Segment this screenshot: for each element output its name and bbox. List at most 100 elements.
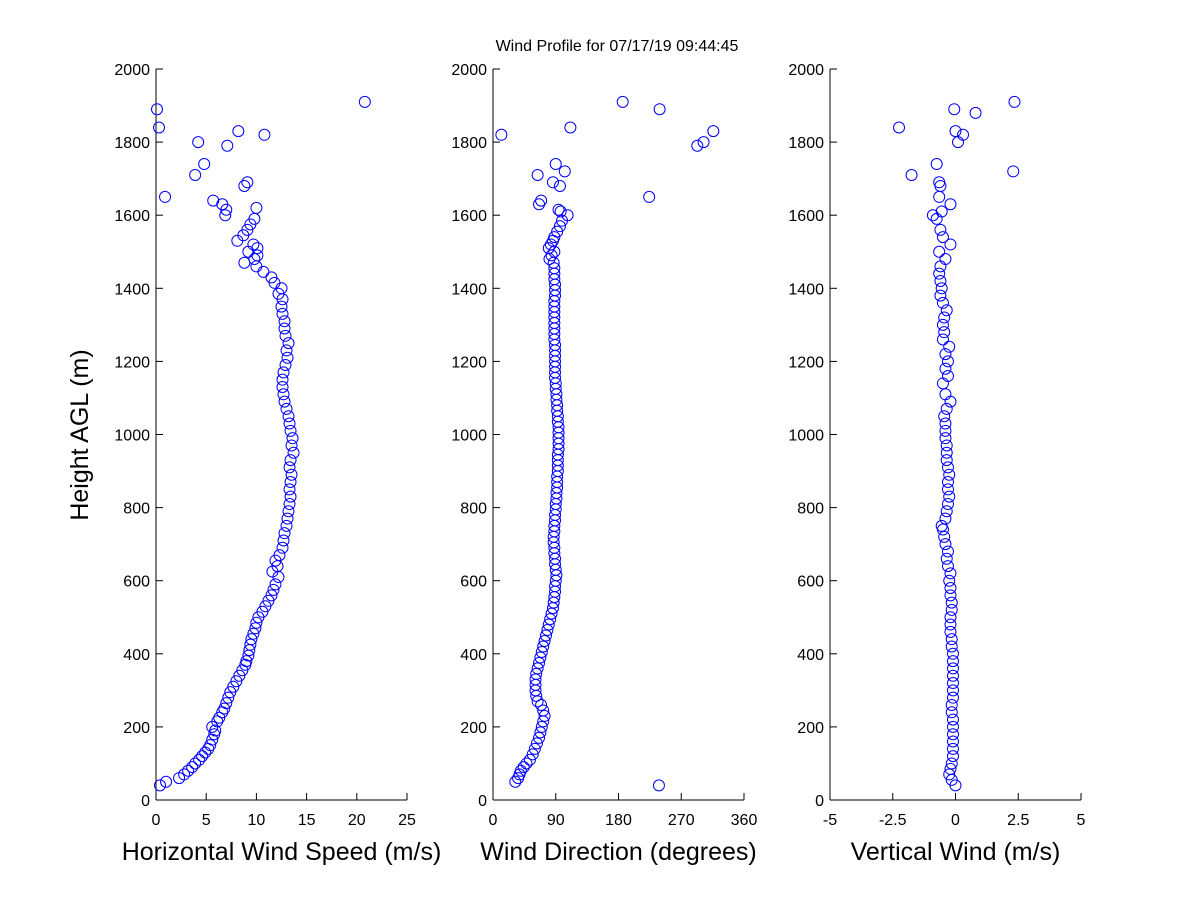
- direction-y-tick-label: 1200: [451, 354, 487, 371]
- speed-data-point: [258, 128, 271, 141]
- vertical-data-point: [933, 267, 946, 280]
- direction-y-tick-label: 1000: [451, 428, 487, 445]
- speed-data-point: [159, 190, 172, 203]
- vertical-data-point: [905, 168, 918, 181]
- speed-data-point: [256, 605, 269, 618]
- speed-data-point: [154, 779, 167, 792]
- speed-data-point: [219, 209, 232, 222]
- vertical-data-point: [926, 209, 939, 222]
- speed-data-point: [287, 446, 300, 459]
- vertical-data-point: [946, 662, 959, 675]
- direction-data-point: [537, 704, 550, 717]
- wind-direction-panel: 0 200 400 600 800 1000 1200 1400 1600 1800 2000 0 90…: [451, 62, 757, 866]
- vertical-data-point: [945, 633, 958, 646]
- speed-data-point: [286, 432, 299, 445]
- direction-data-point: [533, 731, 546, 744]
- speed-data-point: [209, 724, 222, 737]
- speed-data-point: [281, 512, 294, 525]
- speed-data-point: [279, 359, 292, 372]
- vertical-data-point: [944, 582, 957, 595]
- speed-data-point: [278, 322, 291, 335]
- vertical-data-point: [939, 417, 952, 430]
- vertical-data-point: [945, 596, 958, 609]
- vertical-y-tick-label: 1800: [788, 135, 824, 152]
- speed-data-point: [160, 775, 173, 788]
- direction-data-point: [530, 667, 543, 680]
- vertical-data-point: [946, 735, 959, 748]
- speed-y-tick-label: 1000: [114, 428, 150, 445]
- vertical-wind-panel: 0 200 400 600 800 1000 1200 1400 1600 1800 2000 -5 -…: [788, 62, 1085, 866]
- direction-data-point: [542, 242, 555, 255]
- speed-data-point: [221, 139, 234, 152]
- speed-data-point: [285, 439, 298, 452]
- vertical-data-point: [945, 757, 958, 770]
- speed-y-tick-label: 2000: [114, 62, 150, 79]
- vertical-data-point: [940, 446, 953, 459]
- speed-data-point: [251, 242, 264, 255]
- vertical-y-tick-label: 1400: [788, 281, 824, 298]
- direction-data-point: [616, 95, 629, 108]
- vertical-data-point: [943, 574, 956, 587]
- speed-data-point: [193, 753, 206, 766]
- speed-data-point: [282, 505, 295, 518]
- direction-data-point: [531, 662, 544, 675]
- horizontal-wind-speed-x-label: Horizontal Wind Speed (m/s): [122, 838, 442, 866]
- vertical-y-tick-label: 600: [797, 574, 824, 591]
- speed-data-point: [282, 410, 295, 423]
- horizontal-wind-speed-axes: 0 200 400 600 800 1000 1200 1400 1600 1800 2000 0 5 1…: [114, 62, 416, 829]
- y-axis-label: Height AGL (m): [66, 349, 94, 520]
- direction-y-tick-label: 1600: [451, 208, 487, 225]
- speed-y-tick-label: 0: [141, 793, 150, 810]
- direction-data-point: [531, 168, 544, 181]
- vertical-x-tick-label: -2.5: [879, 812, 907, 829]
- vertical-data-point: [944, 611, 957, 624]
- speed-data-point: [283, 417, 296, 430]
- vertical-data-point: [938, 410, 951, 423]
- vertical-data-point: [941, 355, 954, 368]
- vertical-data-point: [939, 388, 952, 401]
- direction-data-point: [538, 635, 551, 648]
- vertical-data-point: [933, 245, 946, 258]
- direction-y-tick-label: 200: [460, 720, 487, 737]
- vertical-data-point: [946, 713, 959, 726]
- speed-x-tick-label: 10: [248, 812, 266, 829]
- speed-data-point: [230, 675, 243, 688]
- direction-data-point: [534, 726, 547, 739]
- vertical-data-point: [939, 424, 952, 437]
- speed-data-point: [207, 194, 220, 207]
- vertical-data-point: [933, 190, 946, 203]
- direction-data-point: [554, 205, 567, 218]
- speed-data-point: [248, 253, 261, 266]
- vertical-data-point: [946, 720, 959, 733]
- direction-data-point: [541, 624, 554, 637]
- speed-data-point: [358, 95, 371, 108]
- vertical-data-point: [946, 684, 959, 697]
- speed-data-point: [283, 461, 296, 474]
- speed-x-tick-label: 0: [152, 812, 161, 829]
- vertical-y-tick-label: 800: [797, 501, 824, 518]
- speed-x-tick-label: 20: [348, 812, 366, 829]
- direction-data-point: [653, 103, 666, 116]
- speed-data-point: [238, 256, 251, 269]
- vertical-data-point: [941, 545, 954, 558]
- vertical-data-point: [936, 377, 949, 390]
- vertical-data-point: [941, 461, 954, 474]
- vertical-data-point: [1008, 95, 1021, 108]
- vertical-x-tick-label: -5: [823, 812, 837, 829]
- speed-data-point: [247, 627, 260, 640]
- vertical-data-point: [945, 706, 958, 719]
- vertical-data-point: [938, 311, 951, 324]
- speed-y-tick-label: 400: [123, 647, 150, 664]
- vertical-data-point: [943, 340, 956, 353]
- vertical-data-point: [969, 106, 982, 119]
- direction-data-point: [546, 176, 559, 189]
- speed-data-point: [238, 179, 251, 192]
- speed-data-point: [206, 733, 219, 746]
- vertical-data-point: [936, 231, 949, 244]
- vertical-data-point: [1007, 165, 1020, 178]
- direction-data-point: [561, 209, 574, 222]
- horizontal-wind-speed-markers: [151, 95, 371, 792]
- vertical-data-point: [944, 618, 957, 631]
- vertical-data-point: [936, 318, 949, 331]
